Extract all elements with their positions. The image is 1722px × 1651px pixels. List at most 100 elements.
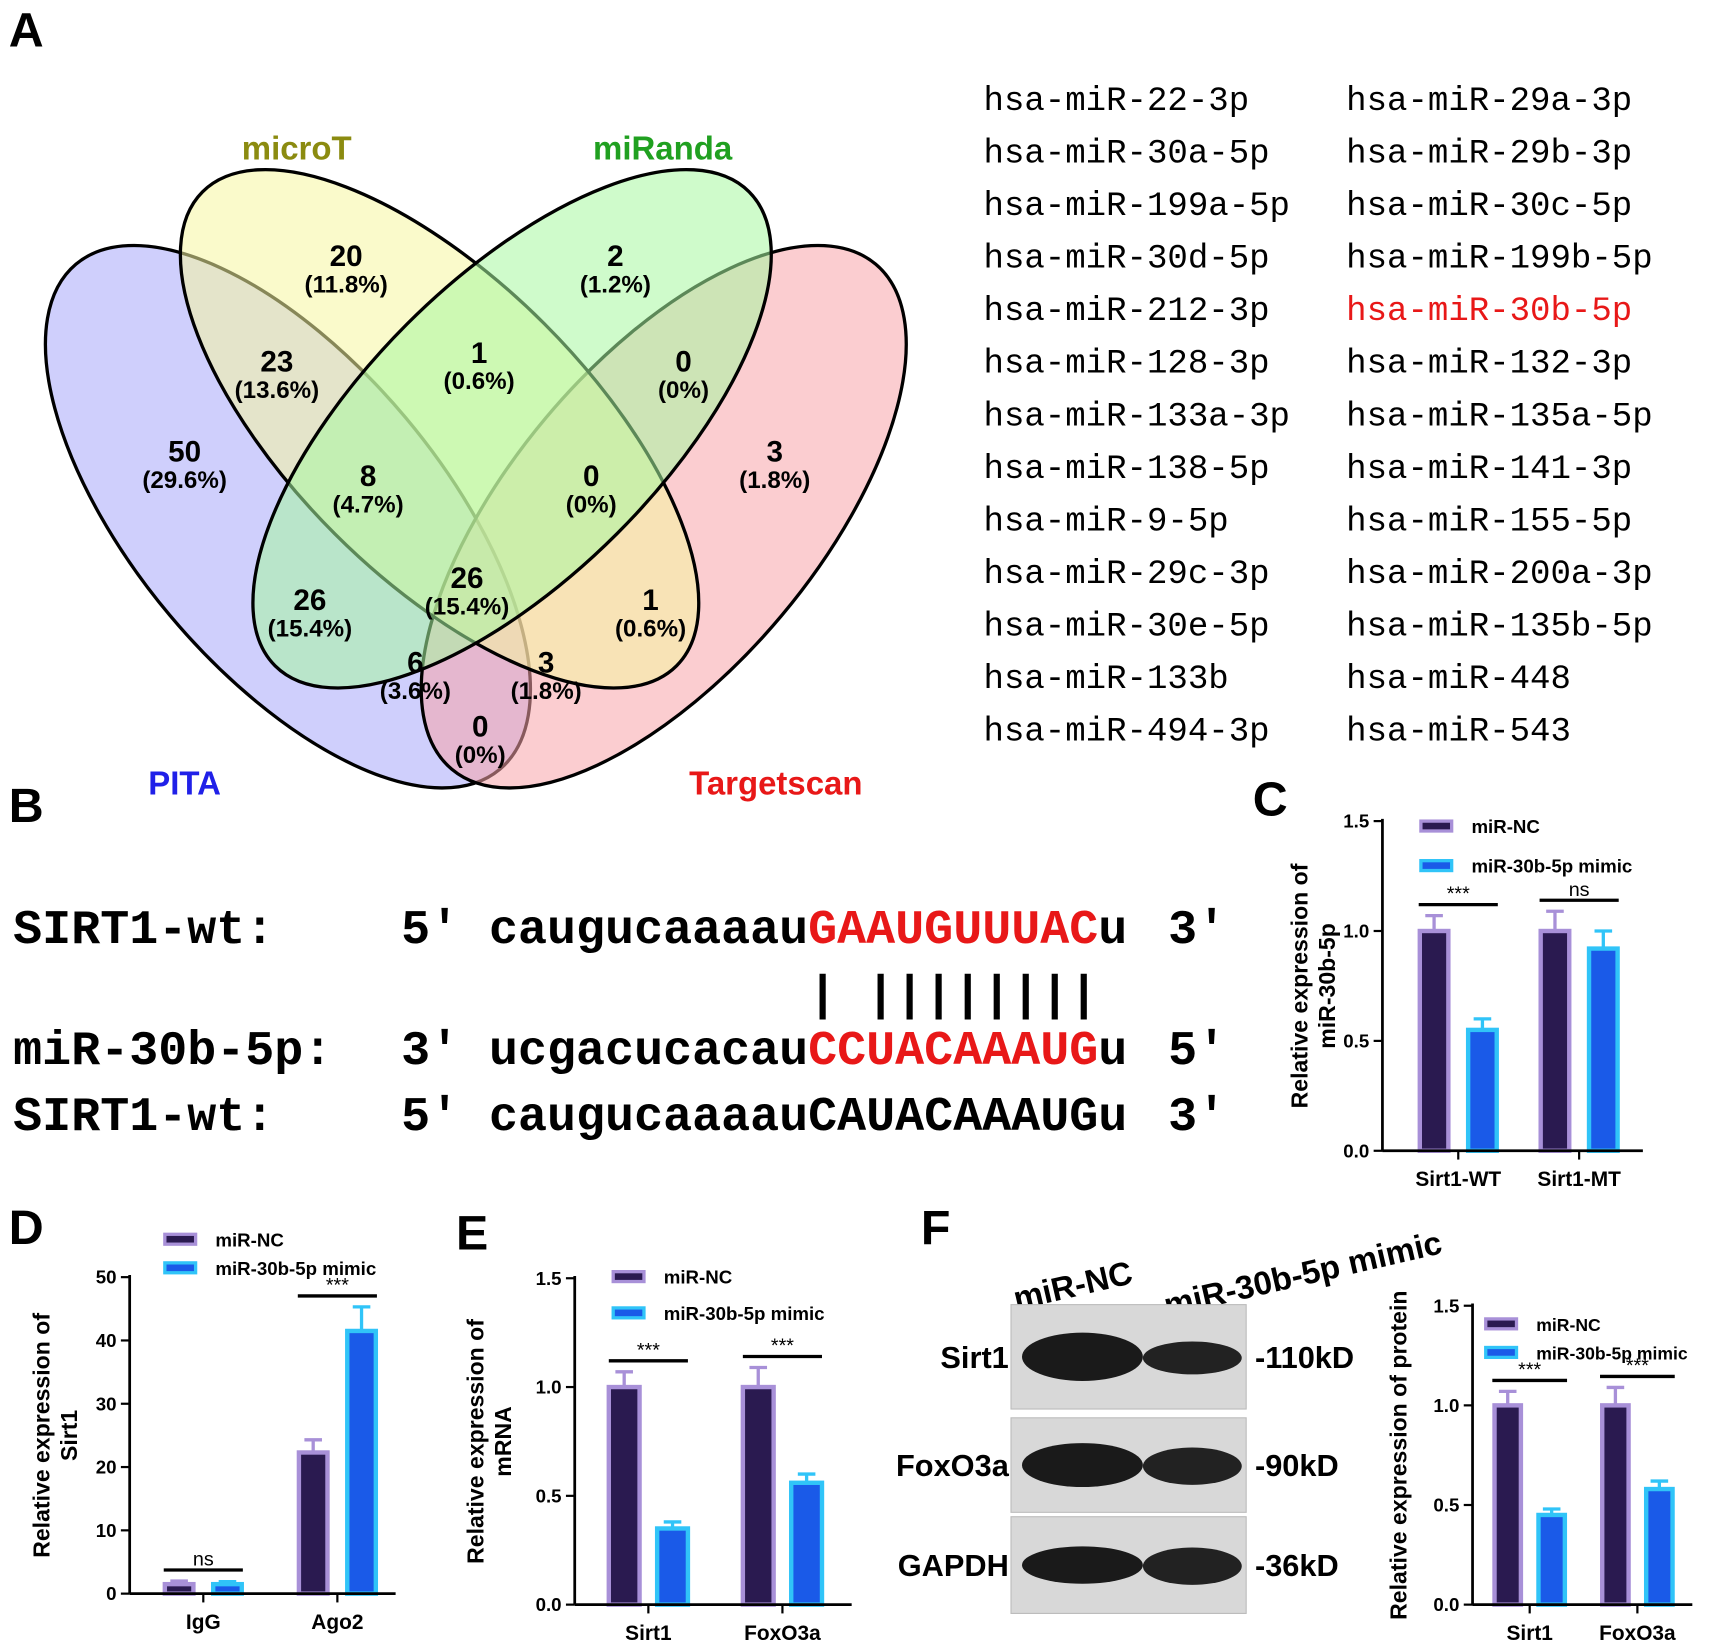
band <box>1142 1341 1242 1375</box>
mirna-name: hsa-miR-199a-5p <box>984 188 1290 226</box>
x-tick-label: FoxO3a <box>744 1622 821 1645</box>
significance: ns <box>193 1549 214 1571</box>
venn-percent: (0.6%) <box>444 368 515 395</box>
y-axis-label: Relative expression of protein <box>1386 1290 1412 1619</box>
mirna-name: hsa-miR-212-3p <box>984 293 1270 331</box>
bar <box>296 1450 330 1596</box>
bar <box>162 1581 196 1596</box>
bar <box>210 1581 244 1596</box>
venn-count: 1 <box>471 337 488 370</box>
venn-count: 0 <box>472 710 489 743</box>
blot-size: -110kD <box>1255 1340 1354 1375</box>
significance: *** <box>1518 1359 1541 1381</box>
blot-size: -36kD <box>1255 1548 1339 1583</box>
venn-count: 0 <box>675 346 692 379</box>
error-bar <box>749 1365 768 1388</box>
mirna-name: hsa-miR-29b-3p <box>1346 136 1632 174</box>
mirna-name: hsa-miR-29a-3p <box>1346 83 1632 121</box>
bar <box>1492 1403 1524 1607</box>
legend-label: miR-30b-5p mimic <box>664 1303 825 1324</box>
legend-swatch <box>611 1270 646 1284</box>
significance: ns <box>1569 879 1590 901</box>
venn-percent: (29.6%) <box>142 467 227 494</box>
seq-name: SIRT1-wt: <box>13 903 274 958</box>
y-tick-label: 1.5 <box>536 1268 562 1289</box>
mirna-name: hsa-miR-133b <box>984 661 1229 699</box>
venn-count: 0 <box>583 460 600 493</box>
y-tick-label: 0.5 <box>1343 1030 1369 1051</box>
x-tick-label: FoxO3a <box>1599 1622 1676 1645</box>
bar <box>1465 1027 1499 1153</box>
mirna-name: hsa-miR-30a-5p <box>984 136 1270 174</box>
bar <box>606 1384 642 1607</box>
seq-end: 5' <box>401 903 459 958</box>
error-bar <box>615 1370 633 1388</box>
mirna-name: hsa-miR-9-5p <box>984 503 1229 541</box>
x-tick-label: Ago2 <box>311 1611 363 1634</box>
panel-label: C <box>1253 773 1288 827</box>
y-tick-label: 0.0 <box>536 1594 562 1615</box>
legend-swatch <box>163 1232 198 1246</box>
bar <box>1643 1486 1675 1607</box>
venn-set-label: microT <box>242 130 352 167</box>
venn-count: 23 <box>260 346 293 379</box>
error-bar <box>218 1579 237 1585</box>
seq-segment: ucgacucacau <box>489 1024 808 1079</box>
venn-percent: (13.6%) <box>235 377 320 404</box>
legend-swatch <box>611 1306 646 1320</box>
mirna-name: hsa-miR-448 <box>1346 661 1571 699</box>
venn-count: 26 <box>293 584 326 617</box>
mirna-name: hsa-miR-30b-5p <box>1346 293 1632 331</box>
y-axis-label: Relative expression of <box>1287 863 1313 1108</box>
venn-count: 8 <box>360 460 376 493</box>
mirna-name: hsa-miR-133a-3p <box>984 398 1290 436</box>
band <box>1021 1332 1143 1382</box>
bar <box>1600 1403 1631 1607</box>
bar <box>345 1328 379 1596</box>
venn-percent: (0%) <box>455 742 506 769</box>
y-axis-label: Relative expression of <box>28 1313 54 1558</box>
significance: *** <box>1447 883 1470 905</box>
venn-set-label: miRanda <box>593 130 733 167</box>
pairing: | |||||||| <box>808 969 1098 1024</box>
bar <box>1538 928 1572 1153</box>
seq-name: miR-30b-5p: <box>13 1024 332 1079</box>
legend-swatch <box>1419 819 1454 833</box>
venn-percent: (0%) <box>566 491 617 518</box>
y-tick-label: 1.0 <box>1343 921 1369 942</box>
seq-segment: GAAUGUUUAC <box>808 903 1098 958</box>
mirna-name: hsa-miR-543 <box>1346 713 1571 751</box>
error-bar <box>663 1520 682 1529</box>
bar <box>1586 946 1620 1153</box>
venn-count: 3 <box>766 436 783 469</box>
significance: *** <box>1626 1355 1649 1377</box>
mirna-name: hsa-miR-200a-3p <box>1346 556 1652 594</box>
y-tick-label: 0.5 <box>1433 1495 1459 1516</box>
band <box>1021 1443 1143 1488</box>
panel-label: F <box>921 1201 951 1255</box>
venn-percent: (11.8%) <box>305 272 388 299</box>
blot-size: -90kD <box>1255 1448 1339 1483</box>
venn-percent: (3.6%) <box>380 678 451 705</box>
venn-percent: (15.4%) <box>425 594 510 621</box>
legend-swatch <box>1484 1345 1519 1360</box>
y-tick-label: 50 <box>96 1267 117 1288</box>
seq-segment: u <box>1098 1024 1127 1079</box>
seq-end: 3' <box>1168 1090 1226 1145</box>
bar <box>789 1480 825 1607</box>
seq-segment: caugucaaaau <box>489 903 808 958</box>
legend-swatch <box>1419 859 1454 873</box>
legend-label: miR-NC <box>664 1267 732 1288</box>
y-tick-label: 30 <box>96 1393 117 1414</box>
error-bar <box>352 1305 371 1331</box>
blot-row-label: FoxO3a <box>896 1448 1010 1483</box>
venn-percent: (15.4%) <box>268 615 353 642</box>
mirna-name: hsa-miR-135b-5p <box>1346 608 1652 646</box>
mirna-name: hsa-miR-30c-5p <box>1346 188 1632 226</box>
y-axis-label: Relative expression of <box>463 1319 489 1564</box>
y-tick-label: 1.0 <box>536 1377 562 1398</box>
mirna-name: hsa-miR-199b-5p <box>1346 241 1652 279</box>
venn-percent: (0.6%) <box>615 615 686 642</box>
legend-label: miR-30b-5p mimic <box>1471 856 1632 877</box>
y-axis-label: mRNA <box>490 1406 516 1477</box>
